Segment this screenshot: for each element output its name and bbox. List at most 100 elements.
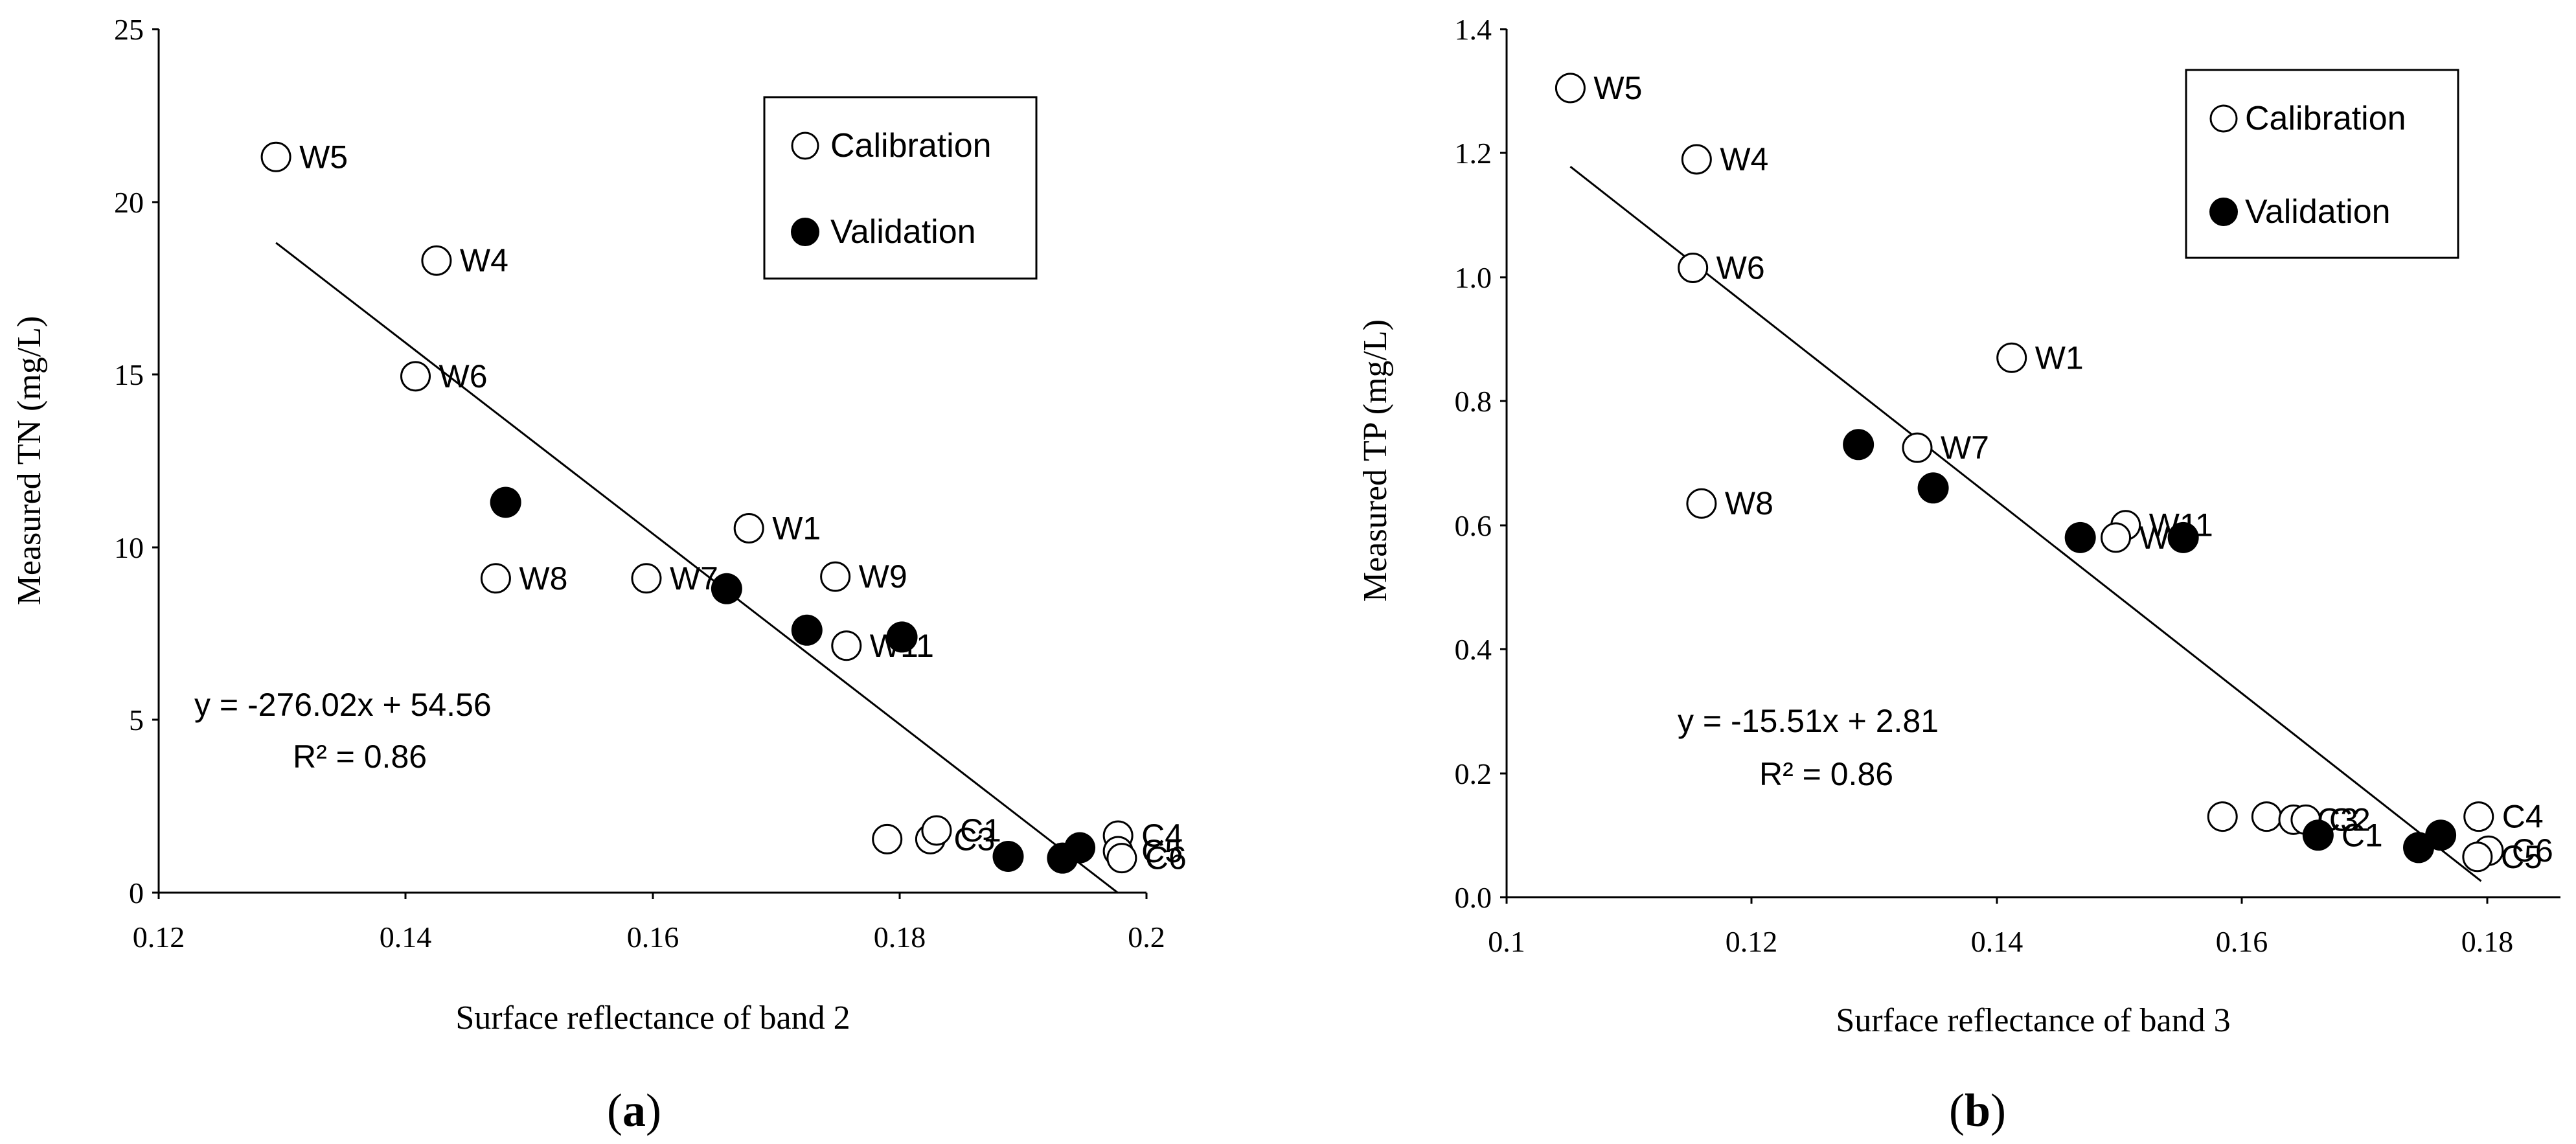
x-tick-label: 0.14 bbox=[1971, 925, 2023, 958]
point-label: W5 bbox=[1593, 70, 1642, 106]
y-tick-label: 20 bbox=[114, 186, 144, 219]
r-squared: R² = 0.86 bbox=[293, 738, 427, 775]
validation-point bbox=[2302, 819, 2334, 851]
x-tick-label: 0.16 bbox=[627, 921, 679, 954]
y-tick-label: 1.2 bbox=[1455, 137, 1492, 170]
legend-validation-label: Validation bbox=[2245, 193, 2391, 231]
trend-line bbox=[275, 242, 1119, 894]
calibration-point bbox=[260, 141, 291, 172]
validation-point bbox=[1064, 832, 1096, 864]
point-label: C5 bbox=[2501, 839, 2542, 875]
legend: Calibration Validation bbox=[763, 96, 1038, 280]
y-tick-label: 5 bbox=[129, 704, 144, 737]
x-tick-marks bbox=[1505, 897, 2489, 904]
point-label: C3 bbox=[953, 821, 995, 857]
point-label: C1 bbox=[960, 812, 1001, 849]
y-tick-labels: 0 5 10 15 20 25 bbox=[114, 13, 144, 909]
panel-label-close: ) bbox=[646, 1084, 661, 1136]
x-tick-label: 0.18 bbox=[874, 921, 926, 954]
y-tick-label: 1.4 bbox=[1455, 13, 1492, 46]
validation-point bbox=[2425, 819, 2457, 851]
point-label: W6 bbox=[1716, 250, 1765, 286]
y-tick-label: 0.8 bbox=[1455, 385, 1492, 418]
x-axis-label: Surface reflectance of band 2 bbox=[455, 1000, 850, 1036]
calibration-point bbox=[1996, 342, 2027, 373]
validation-point bbox=[886, 621, 918, 653]
x-tick-label: 0.14 bbox=[380, 921, 432, 954]
legend-validation-marker bbox=[2209, 198, 2238, 226]
x-tick-labels: 0.12 0.14 0.16 0.18 0.2 bbox=[133, 921, 1165, 954]
panel-label-open: ( bbox=[1949, 1084, 1965, 1136]
calibration-point bbox=[2207, 801, 2238, 832]
y-tick-label: 0.0 bbox=[1455, 881, 1492, 914]
chart-panel-a: 0 5 10 15 20 25 0.12 0.14 0.16 0.18 0.2 … bbox=[11, 13, 1187, 1136]
legend-calibration-marker bbox=[791, 132, 819, 160]
point-label: W6 bbox=[439, 358, 488, 395]
point-label: C4 bbox=[1141, 818, 1183, 854]
y-tick-label: 1.0 bbox=[1455, 261, 1492, 294]
y-tick-label: 0.6 bbox=[1455, 509, 1492, 542]
point-label: C3 bbox=[2317, 801, 2358, 838]
validation-point bbox=[490, 486, 521, 518]
y-tick-label: 0.4 bbox=[1455, 633, 1492, 666]
point-label: W1 bbox=[2035, 339, 2084, 376]
y-tick-label: 10 bbox=[114, 531, 144, 564]
calibration-point bbox=[1681, 144, 1712, 175]
y-axis-label: Measured TP (mg/L) bbox=[1357, 319, 1394, 602]
panel-label-letter: a bbox=[622, 1084, 646, 1136]
validation-point bbox=[2167, 521, 2199, 553]
calibration-point bbox=[421, 245, 452, 276]
y-tick-marks bbox=[152, 28, 159, 894]
legend-validation-label: Validation bbox=[830, 213, 976, 251]
panel-label-close: ) bbox=[1990, 1084, 2006, 1136]
y-tick-labels: 0.0 0.2 0.4 0.6 0.8 1.0 1.2 1.4 bbox=[1455, 13, 1492, 914]
panel-label-b: (b) bbox=[1949, 1084, 2006, 1136]
point-label: W1 bbox=[772, 510, 821, 546]
point-label: W9 bbox=[2139, 520, 2188, 556]
calibration-point bbox=[733, 512, 764, 543]
x-axis-label: Surface reflectance of band 3 bbox=[1836, 1002, 2230, 1039]
x-tick-labels: 0.1 0.12 0.14 0.16 0.18 bbox=[1488, 925, 2513, 958]
y-tick-label: 15 bbox=[114, 358, 144, 391]
legend: Calibration Validation bbox=[2185, 69, 2459, 259]
point-label: C2 bbox=[2329, 801, 2371, 838]
calibration-point bbox=[872, 823, 903, 854]
point-label: W7 bbox=[1941, 429, 1989, 466]
point-label: W11 bbox=[2149, 507, 2213, 543]
x-tick-label: 0.16 bbox=[2216, 925, 2268, 958]
calibration-point bbox=[820, 561, 851, 592]
calibration-point bbox=[2101, 522, 2132, 553]
point-label: C4 bbox=[2502, 799, 2544, 835]
point-label: W8 bbox=[1725, 485, 1773, 521]
validation-point bbox=[791, 614, 823, 646]
point-label: W9 bbox=[859, 558, 907, 595]
calibration-point bbox=[400, 361, 431, 392]
x-tick-label: 0.2 bbox=[1128, 921, 1165, 954]
validation-point bbox=[2064, 521, 2096, 553]
regression-equation: y = -276.02x + 54.56 bbox=[194, 687, 492, 723]
point-label: C6 bbox=[1145, 840, 1187, 876]
chart-panel-b: 0.0 0.2 0.4 0.6 0.8 1.0 1.2 1.4 0.1 0.12… bbox=[1357, 13, 2560, 1136]
panel-label-open: ( bbox=[607, 1084, 622, 1136]
calibration-point bbox=[631, 563, 662, 594]
point-label: C5 bbox=[1141, 833, 1183, 869]
point-label: C1 bbox=[2342, 817, 2383, 853]
legend-box bbox=[763, 96, 1038, 280]
x-tick-label: 0.12 bbox=[133, 921, 185, 954]
calibration-point bbox=[1106, 843, 1137, 874]
y-axis-label: Measured TN (mg/L) bbox=[11, 316, 48, 606]
calibration-point bbox=[2251, 801, 2282, 832]
calibration-point bbox=[480, 563, 511, 594]
point-label: W5 bbox=[299, 139, 348, 175]
regression-equation: y = -15.51x + 2.81 bbox=[1678, 703, 1939, 739]
calibration-point bbox=[1902, 432, 1933, 463]
legend-validation-marker bbox=[791, 218, 819, 246]
calibration-point bbox=[921, 815, 952, 846]
r-squared: R² = 0.86 bbox=[1759, 756, 1893, 792]
legend-calibration-marker bbox=[2209, 104, 2238, 133]
x-tick-label: 0.12 bbox=[1726, 925, 1778, 958]
x-tick-label: 0.1 bbox=[1488, 925, 1525, 958]
legend-calibration-label: Calibration bbox=[830, 127, 992, 165]
